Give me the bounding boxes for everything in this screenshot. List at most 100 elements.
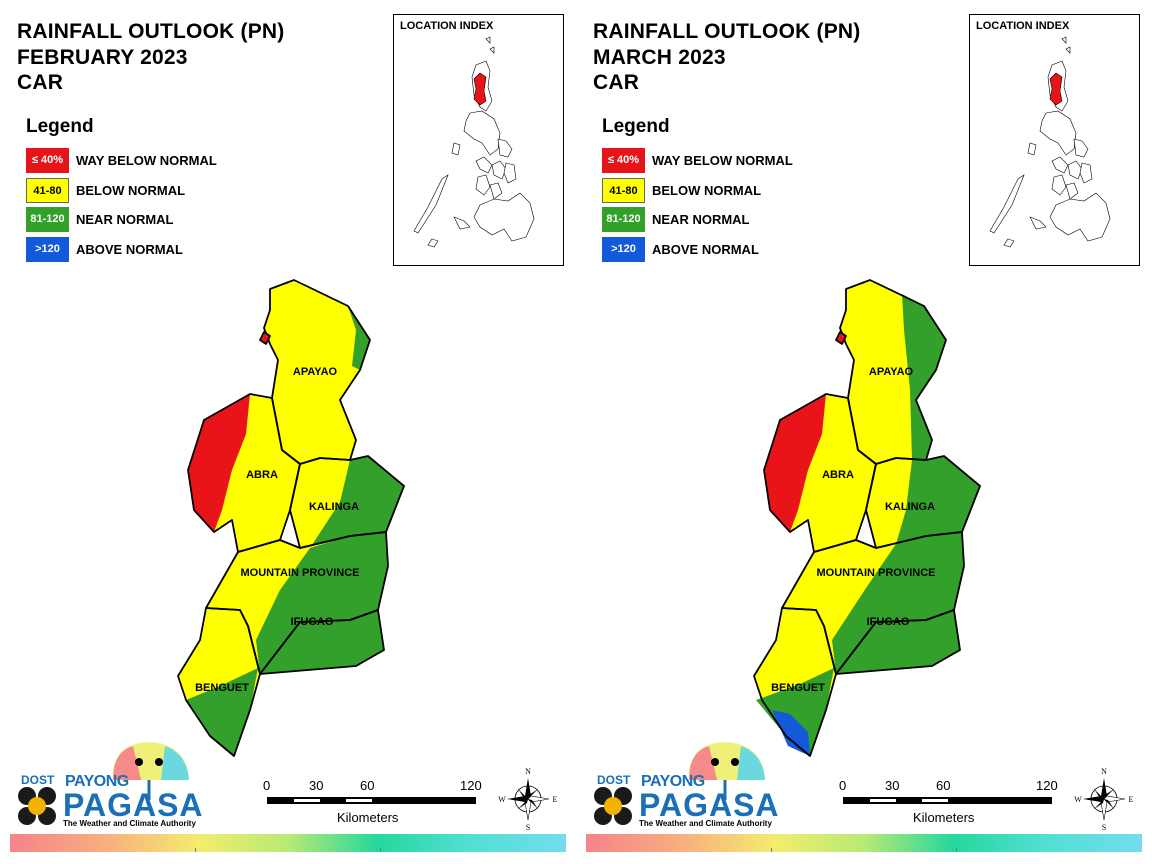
logo-dost-text: DOST: [597, 773, 631, 787]
benguet-near-normal-fill: [186, 668, 258, 756]
abra-way-below-fill: [188, 394, 250, 532]
outlook-month: MARCH 2023: [593, 46, 726, 69]
mtprov-ifugao-near-normal-fill: [256, 532, 388, 674]
province-label-apayao: APAYAO: [869, 366, 914, 378]
dost-seal-icon: [594, 787, 632, 825]
outlook-region: CAR: [17, 71, 64, 94]
payong-pagasa-logo: DOST PAYONG PAGASA The Weather and Clima…: [591, 740, 779, 832]
kalinga-near-normal-fill: [896, 456, 980, 544]
compass-s: S: [526, 823, 530, 832]
scale-bar: 0 30 60 120 Kilometers: [262, 778, 492, 828]
scale-unit: Kilometers: [337, 810, 399, 825]
legend-label: ABOVE NORMAL: [652, 242, 759, 257]
province-label-kalinga: KALINGA: [309, 501, 359, 513]
apayao-fill: [264, 280, 370, 464]
color-strip: [10, 834, 566, 852]
province-label-ifugao: IFUGAO: [867, 616, 910, 628]
benguet-above-normal-fill: [772, 710, 810, 756]
logo-tagline: The Weather and Climate Authority: [639, 819, 772, 828]
location-index-title: LOCATION INDEX: [976, 20, 1070, 32]
outlook-title: RAINFALL OUTLOOK (PN): [17, 20, 285, 43]
umbrella-icon: [112, 742, 189, 800]
car-highlight: [1049, 72, 1063, 106]
province-label-abra: ABRA: [246, 469, 278, 481]
north-arrow: N S E W: [1074, 766, 1134, 832]
legend-label: WAY BELOW NORMAL: [652, 153, 793, 168]
philippines-outline-map: [413, 36, 535, 248]
payong-pagasa-logo: DOST PAYONG PAGASA The Weather and Clima…: [15, 740, 203, 832]
logo-tagline: The Weather and Climate Authority: [63, 819, 196, 828]
philippines-outline-map: [989, 36, 1111, 248]
compass-w: W: [498, 795, 506, 804]
legend-swatch: >120: [602, 237, 645, 262]
kalinga-near-normal-fill: [310, 456, 404, 548]
scale-tick: 30: [309, 778, 324, 793]
compass-e: E: [1129, 795, 1134, 804]
legend-label: NEAR NORMAL: [76, 212, 174, 227]
car-highlight: [473, 72, 487, 106]
scale-tick: 60: [936, 778, 951, 793]
apayao-near-normal-fill: [902, 294, 946, 460]
province-label-abra: ABRA: [822, 469, 854, 481]
ifugao-fill: [260, 610, 384, 674]
location-index-inset: LOCATION INDEX: [393, 14, 564, 266]
compass-w: W: [1074, 795, 1082, 804]
legend-swatch: 41-80: [26, 178, 69, 203]
legend-label: ABOVE NORMAL: [76, 242, 183, 257]
legend-label: NEAR NORMAL: [652, 212, 750, 227]
north-arrow: N S E W: [498, 766, 558, 832]
dost-seal-icon: [18, 787, 56, 825]
outlook-region: CAR: [593, 71, 640, 94]
outlook-panel-february: RAINFALL OUTLOOK (PN) FEBRUARY 2023 CAR …: [10, 14, 566, 852]
scale-tick: 0: [263, 778, 271, 793]
benguet-near-normal-fill: [756, 668, 834, 756]
car-province-map: APAYAO ABRA KALINGA MOUNTAIN PROVINCE IF…: [753, 279, 981, 757]
ifugao-fill: [836, 610, 960, 674]
logo-dost-text: DOST: [21, 773, 55, 787]
compass-n: N: [1101, 767, 1107, 776]
compass-e: E: [553, 795, 558, 804]
abra-way-below-fill: [764, 394, 826, 532]
scale-tick: 120: [460, 778, 482, 793]
province-label-mountain-province: MOUNTAIN PROVINCE: [241, 567, 360, 579]
compass-rose-icon: N S E W: [498, 767, 558, 832]
legend-label: WAY BELOW NORMAL: [76, 153, 217, 168]
legend-label: BELOW NORMAL: [652, 183, 762, 198]
scale-bar: 0 30 60 120 Kilometers: [838, 778, 1068, 828]
mtprov-ifugao-near-normal-fill: [832, 532, 964, 674]
outlook-month: FEBRUARY 2023: [17, 46, 188, 69]
province-label-apayao: APAYAO: [293, 366, 338, 378]
color-strip: [586, 834, 1142, 852]
scale-bar-graphic: [843, 797, 1052, 804]
car-province-map: APAYAO ABRA KALINGA MOUNTAIN PROVINCE IF…: [177, 279, 405, 757]
outlook-panel-march: RAINFALL OUTLOOK (PN) MARCH 2023 CAR Leg…: [576, 0, 1152, 864]
outlook-title: RAINFALL OUTLOOK (PN): [593, 20, 861, 43]
scale-unit: Kilometers: [913, 810, 975, 825]
logo-payong-text: PAYONG: [65, 773, 129, 790]
logo-payong-text: PAYONG: [641, 773, 705, 790]
scale-tick: 30: [885, 778, 900, 793]
location-index-title: LOCATION INDEX: [400, 20, 494, 32]
scale-tick: 0: [839, 778, 847, 793]
legend-swatch: ≤ 40%: [26, 148, 69, 173]
location-index-inset: LOCATION INDEX: [969, 14, 1140, 266]
logo-pagasa-text: PAGASA: [639, 787, 780, 823]
legend-swatch: ≤ 40%: [602, 148, 645, 173]
legend-swatch: 81-120: [26, 207, 69, 232]
compass-s: S: [1102, 823, 1106, 832]
province-label-benguet: BENGUET: [771, 682, 825, 694]
compass-n: N: [525, 767, 531, 776]
logo-pagasa-text: PAGASA: [63, 787, 204, 823]
scale-tick: 60: [360, 778, 375, 793]
legend-heading: Legend: [26, 116, 94, 137]
legend-swatch: 41-80: [602, 178, 645, 203]
province-label-mountain-province: MOUNTAIN PROVINCE: [817, 567, 936, 579]
compass-rose-icon: N S E W: [1074, 767, 1134, 832]
scale-tick: 120: [1036, 778, 1058, 793]
umbrella-icon: [688, 742, 765, 800]
legend-label: BELOW NORMAL: [76, 183, 186, 198]
province-label-ifugao: IFUGAO: [291, 616, 334, 628]
scale-bar-graphic: [267, 797, 476, 804]
province-label-kalinga: KALINGA: [885, 501, 935, 513]
province-label-benguet: BENGUET: [195, 682, 249, 694]
